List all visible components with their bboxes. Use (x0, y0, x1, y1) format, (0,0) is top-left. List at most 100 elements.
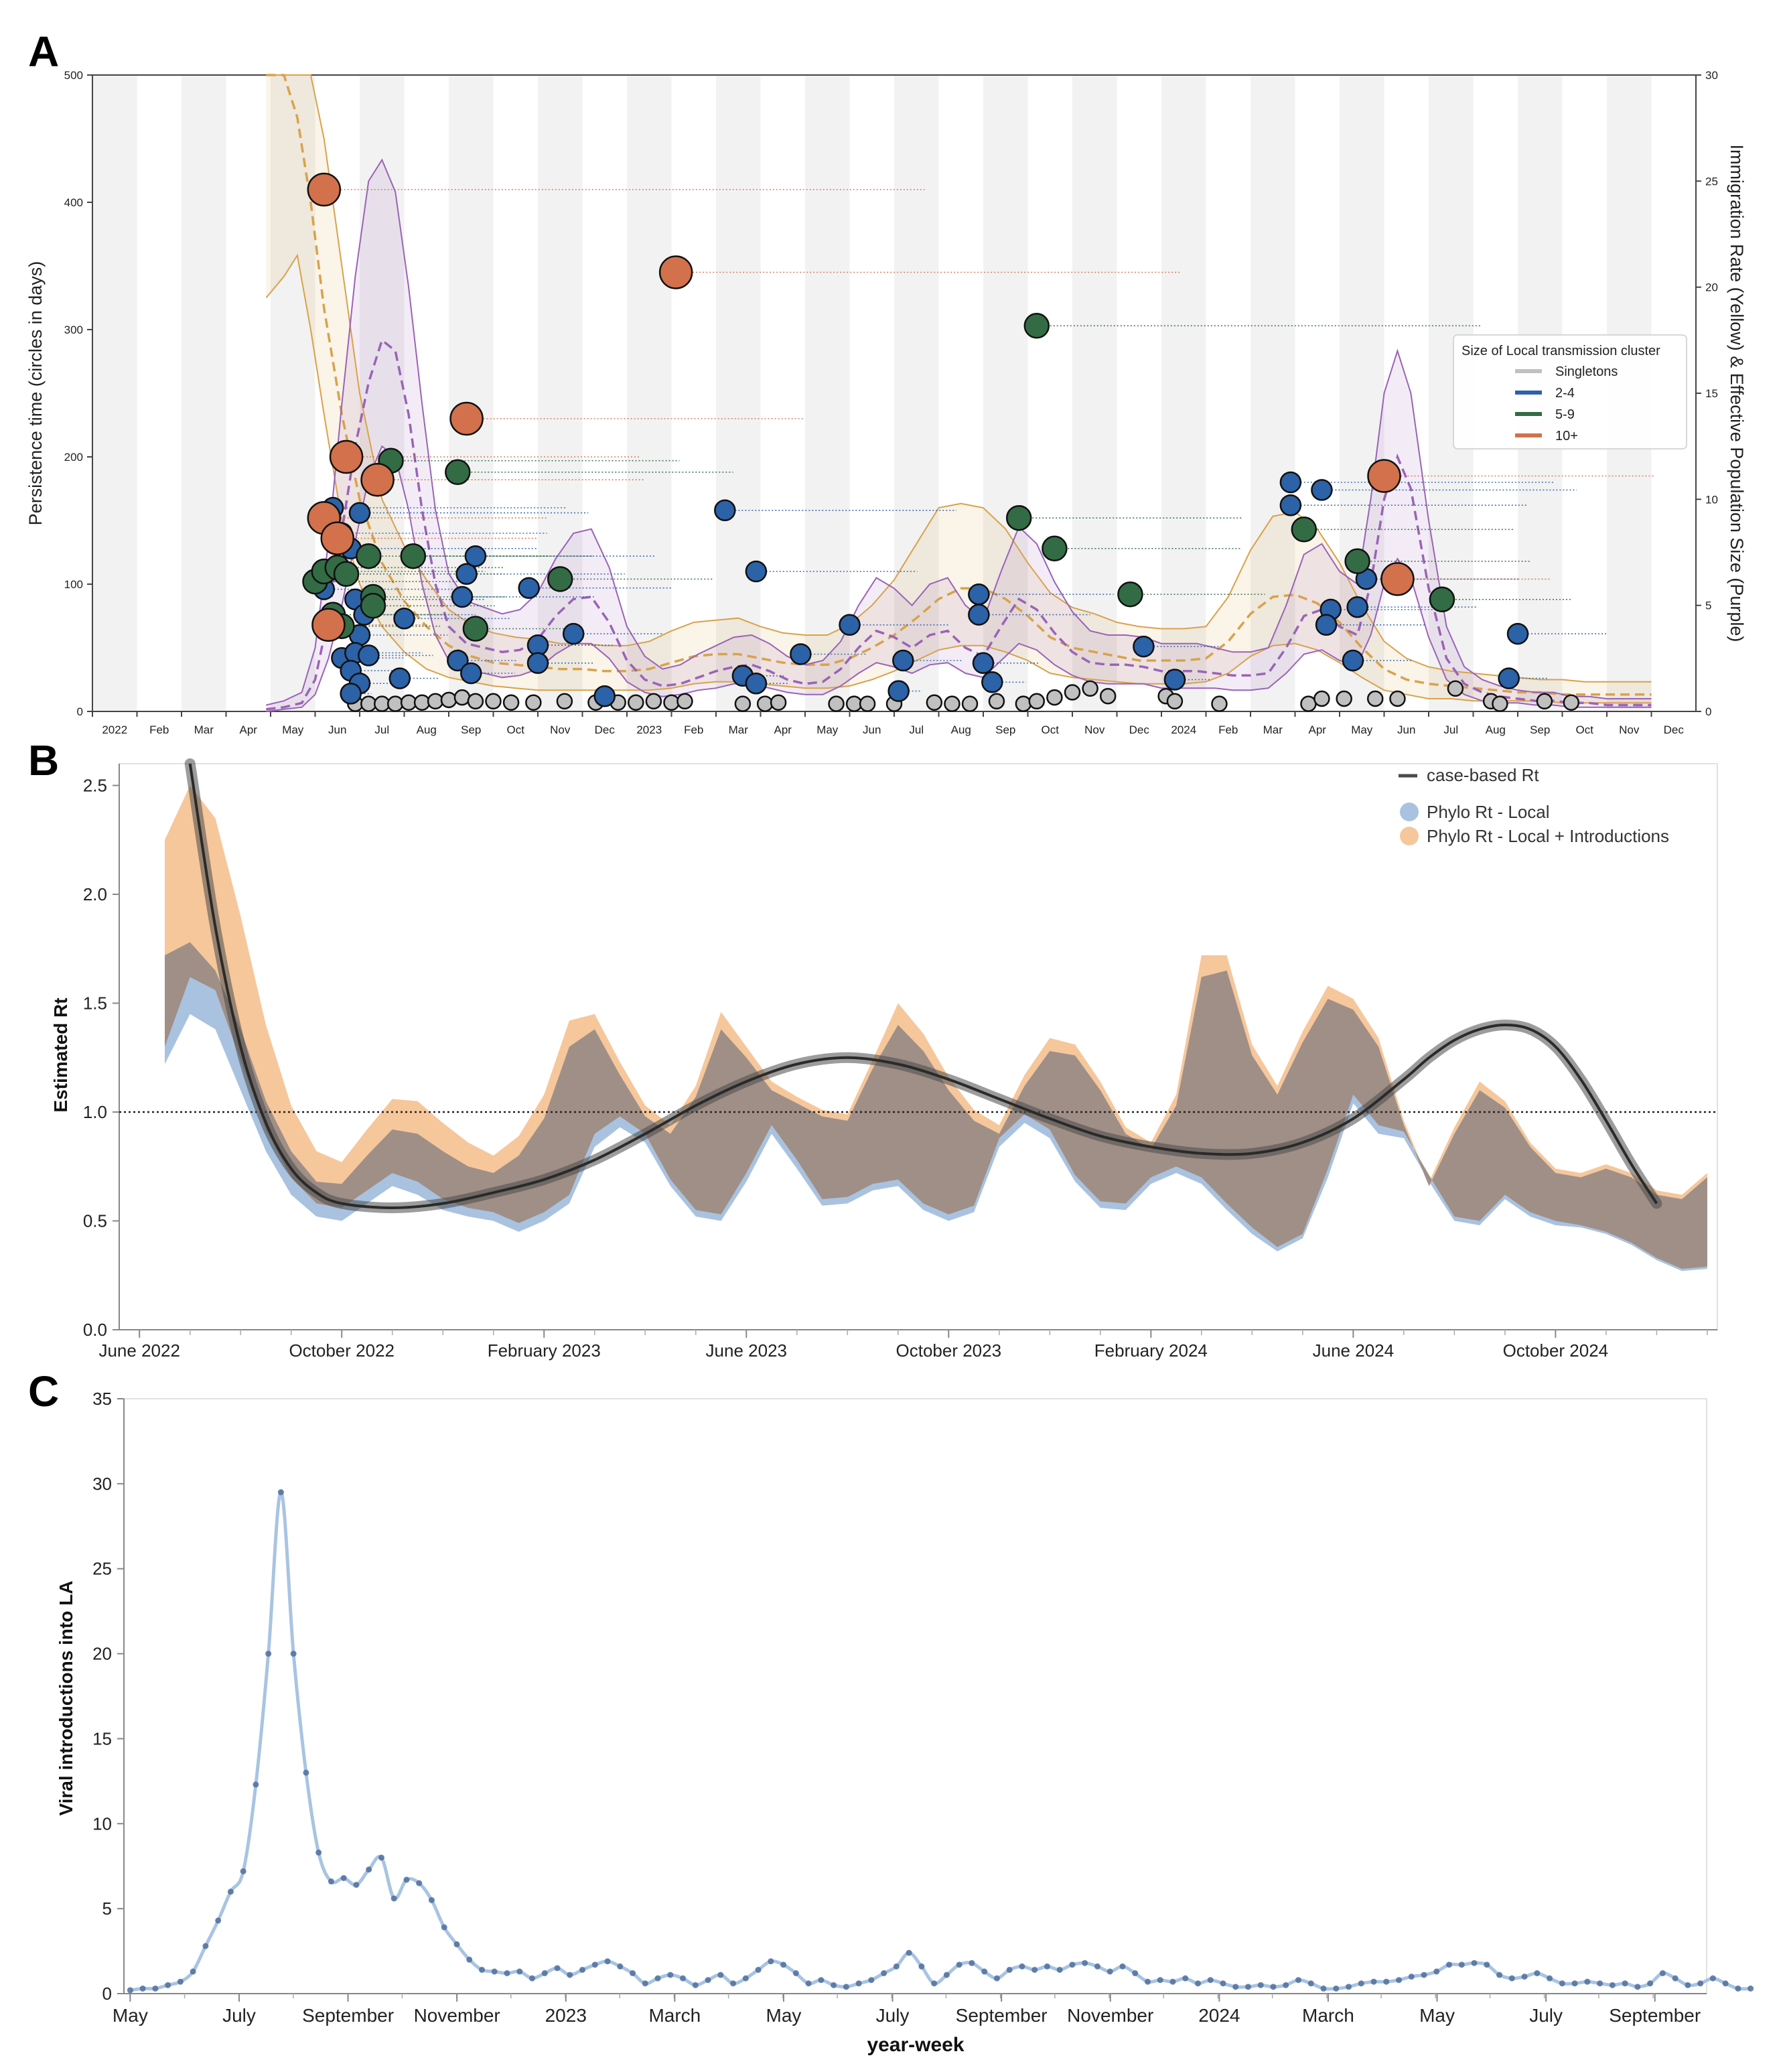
x-tick-label: November (1067, 2005, 1153, 2026)
x-tick-label: Jun (328, 723, 346, 736)
cluster-point (413, 694, 431, 711)
introductions-point (1622, 1980, 1628, 1987)
cluster-point (1279, 494, 1302, 516)
introductions-point (1634, 1984, 1641, 1990)
y-tick-label: 10 (92, 1813, 112, 1834)
x-tick-label: Jul (909, 723, 924, 736)
x-tick-label: May (816, 723, 839, 736)
cluster-point (447, 649, 469, 672)
panel-c-series (127, 1489, 1754, 1994)
introductions-point (1458, 1961, 1465, 1968)
introductions-point (843, 1984, 849, 1990)
x-tick-label: July (222, 2005, 256, 2026)
cluster-point (756, 695, 774, 712)
x-tick-label: November (414, 2005, 500, 2026)
cluster-point (658, 255, 693, 289)
cluster-point (360, 593, 386, 619)
cluster-point (1042, 535, 1068, 562)
panel-c-x-axis-label: year-week (867, 2034, 964, 2056)
panel-a-legend-box (1453, 334, 1687, 450)
cluster-point (968, 583, 990, 606)
introductions-point (667, 1972, 674, 1978)
case-rt-line (188, 763, 1658, 1210)
legend-label-phylo-local-intro: Phylo Rt - Local + Introductions (1427, 826, 1669, 846)
introductions-point (881, 1970, 887, 1977)
panel-b-y-axis-label: Estimated Rt (50, 997, 71, 1112)
month-stripe (1161, 75, 1206, 711)
x-tick-label: Jul (374, 723, 389, 736)
introductions-point (1082, 1959, 1088, 1966)
cluster-point (1046, 689, 1063, 706)
x-tick-label: Apr (774, 723, 792, 736)
introductions-point (1019, 1963, 1025, 1970)
panel-a-y-ticks: 0 100 200 300 400 500 (64, 69, 92, 718)
cluster-point (1163, 669, 1186, 691)
introductions-point (1069, 1961, 1076, 1968)
introductions-point (315, 1849, 322, 1856)
introductions-point (1433, 1968, 1440, 1975)
panel-a-y2-ticks: 0 5 10 15 20 25 30 (1696, 69, 1718, 718)
introductions-point (755, 1966, 762, 1973)
introductions-line (130, 1491, 1751, 1992)
introductions-point (918, 1963, 925, 1970)
cluster-point (645, 693, 662, 710)
introductions-point (630, 1970, 636, 1977)
introductions-point (956, 1961, 962, 1968)
introductions-point (1521, 1974, 1528, 1980)
x-tick-label: Sep (461, 723, 481, 736)
y-tick-label: 20 (92, 1644, 112, 1664)
y-tick-label: 0 (102, 1984, 112, 2004)
x-tick-label: Feb (684, 723, 703, 736)
cluster-point (1315, 614, 1338, 636)
cluster-point (1389, 690, 1406, 707)
cluster-point (460, 662, 482, 685)
x-tick-label: 2023 (545, 2005, 587, 2026)
introductions-point (1346, 1984, 1352, 1990)
cluster-point (1344, 548, 1370, 575)
cluster-point (972, 652, 995, 675)
introductions-point (1295, 1977, 1301, 1984)
cluster-point (1346, 596, 1368, 618)
introductions-point (253, 1781, 259, 1788)
cluster-point (1342, 649, 1364, 672)
y2-tick-label: 10 (1705, 493, 1718, 506)
cluster-point (790, 643, 812, 665)
introductions-point (303, 1769, 309, 1776)
panel-b-bands (165, 785, 1707, 1271)
introductions-point (541, 1970, 548, 1977)
cluster-point (333, 561, 360, 588)
x-tick-label: 2022 (102, 723, 127, 736)
cluster-point (676, 693, 693, 710)
y2-tick-label: 15 (1705, 387, 1718, 400)
introductions-point (1547, 1975, 1553, 1982)
cluster-point (1300, 695, 1317, 712)
introductions-point (265, 1651, 272, 1657)
cluster-point (1082, 680, 1098, 697)
x-tick-label: February 2023 (488, 1340, 601, 1361)
cluster-point (562, 622, 585, 645)
x-tick-label: October 2024 (1503, 1340, 1609, 1361)
y-tick-label: 35 (92, 1389, 112, 1409)
cluster-point (1311, 479, 1333, 501)
month-stripe (894, 75, 939, 711)
x-tick-label: Mar (729, 723, 749, 736)
introductions-point (1194, 1980, 1201, 1987)
introductions-point (1709, 1975, 1716, 1982)
cluster-point (714, 499, 736, 522)
introductions-point (190, 1968, 196, 1975)
y-tick-label: 500 (64, 69, 83, 82)
introductions-point (1358, 1980, 1364, 1987)
introductions-point (717, 1972, 724, 1978)
y-tick-label: 2.5 (83, 776, 107, 796)
cluster-point (1028, 693, 1046, 710)
cluster-point (892, 649, 914, 672)
x-tick-label: May (282, 723, 304, 736)
panel-c: 0 5 10 15 20 25 30 35 May July September November 20… (56, 1389, 1754, 2056)
cluster-point (734, 695, 752, 712)
introductions-point (1685, 1982, 1691, 1988)
introductions-point (591, 1961, 598, 1968)
x-tick-label: Jun (1397, 723, 1415, 736)
x-tick-label: February 2024 (1094, 1340, 1208, 1361)
cluster-point (320, 521, 354, 555)
cluster-point (526, 652, 549, 675)
